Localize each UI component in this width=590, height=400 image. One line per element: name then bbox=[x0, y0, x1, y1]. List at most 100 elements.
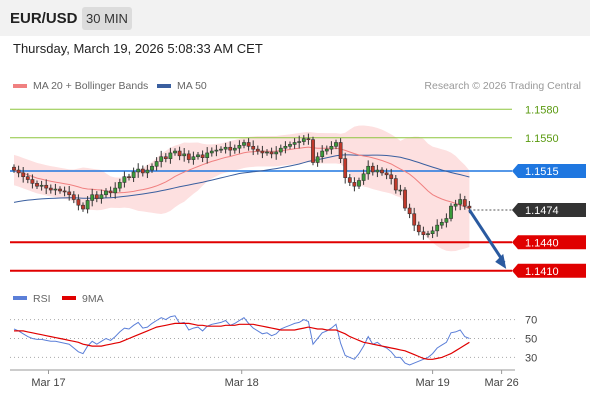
time-tick-label: Mar 26 bbox=[484, 377, 518, 389]
candle-body bbox=[30, 179, 35, 184]
rsi-line bbox=[13, 315, 470, 366]
candle-body bbox=[320, 150, 325, 158]
forecast-arrow bbox=[468, 209, 506, 264]
candle-body bbox=[237, 145, 242, 149]
candle-body bbox=[370, 165, 375, 173]
candle-body bbox=[315, 156, 320, 163]
candle-body bbox=[228, 146, 233, 151]
legend-ma20-label: MA 20 + Bollinger Bands bbox=[33, 80, 149, 92]
candle-body bbox=[81, 204, 85, 210]
candle-body bbox=[430, 230, 435, 235]
candle-body bbox=[297, 141, 302, 143]
forecast-arrow-head bbox=[495, 253, 507, 269]
candle-body bbox=[196, 154, 200, 158]
candle-body bbox=[435, 224, 440, 232]
candle-body bbox=[35, 183, 39, 187]
rsi-ma-line bbox=[14, 322, 470, 360]
candle-body bbox=[16, 169, 21, 174]
candle-body bbox=[163, 156, 168, 159]
candle-body bbox=[389, 174, 394, 179]
candle-body bbox=[255, 148, 260, 152]
rsi-tick-label: 70 bbox=[525, 315, 537, 327]
time-tick-label: Mar 18 bbox=[225, 377, 259, 389]
candle-body bbox=[62, 190, 67, 193]
candle-body bbox=[458, 199, 463, 205]
candle-body bbox=[453, 203, 458, 207]
toolbar: EUR/USD 30 MIN bbox=[0, 0, 590, 36]
candle-body bbox=[347, 177, 352, 183]
candle-body bbox=[288, 144, 292, 147]
candle-body bbox=[219, 148, 223, 151]
candle-body bbox=[71, 194, 76, 200]
ma20-line bbox=[13, 146, 470, 210]
candle-body bbox=[205, 152, 210, 158]
price-level-label: 1.1580 bbox=[525, 104, 559, 116]
candle-body bbox=[426, 233, 430, 235]
candle-body bbox=[462, 199, 467, 207]
candle-body bbox=[439, 222, 444, 226]
candle-body bbox=[104, 190, 108, 196]
candle-body bbox=[269, 151, 274, 155]
candle-body bbox=[214, 149, 219, 152]
time-tick-label: Mar 17 bbox=[31, 377, 65, 389]
candle-body bbox=[140, 168, 145, 174]
price-level-tag bbox=[512, 235, 586, 250]
candle-body bbox=[232, 147, 237, 151]
candle-body bbox=[150, 165, 154, 171]
candle-body bbox=[329, 146, 334, 150]
candle-body bbox=[412, 213, 417, 226]
candle-body bbox=[361, 173, 366, 181]
credit-text: Research © 2026 Trading Central bbox=[424, 80, 581, 92]
candle-body bbox=[311, 139, 315, 163]
candle-body bbox=[283, 146, 288, 149]
ma50-swatch bbox=[157, 84, 171, 88]
candle-body bbox=[177, 150, 182, 157]
candle-body bbox=[223, 146, 228, 150]
candle-body bbox=[209, 150, 214, 154]
candle-body bbox=[301, 138, 306, 142]
ma50-line bbox=[13, 154, 470, 203]
candle-body bbox=[421, 231, 426, 235]
timeframe-button[interactable]: 30 MIN bbox=[82, 7, 132, 30]
candle-body bbox=[449, 205, 453, 219]
candle-body bbox=[108, 190, 113, 194]
candle-body bbox=[416, 224, 421, 233]
current-price-label: 1.1474 bbox=[525, 205, 559, 217]
candle-body bbox=[159, 156, 164, 162]
rsi-tick-label: 30 bbox=[525, 352, 537, 364]
candle-body bbox=[242, 142, 246, 146]
candle-body bbox=[393, 178, 398, 191]
candle-body bbox=[113, 187, 118, 194]
candle-body bbox=[352, 182, 357, 187]
price-level-label: 1.1410 bbox=[525, 266, 559, 278]
price-level-label: 1.1515 bbox=[525, 166, 559, 178]
candle-body bbox=[99, 194, 104, 199]
candle-body bbox=[127, 176, 131, 178]
candle-body bbox=[265, 151, 269, 154]
candle-body bbox=[338, 142, 343, 159]
ma20-swatch bbox=[13, 84, 27, 88]
legend-rsi-label: RSI bbox=[33, 293, 51, 305]
bollinger-band bbox=[14, 125, 470, 252]
candle-body bbox=[380, 169, 384, 174]
price-level-tag bbox=[512, 263, 586, 278]
price-level-tag bbox=[512, 164, 586, 178]
rsi-ma-swatch bbox=[62, 296, 76, 300]
candle-body bbox=[131, 171, 136, 178]
candle-body bbox=[48, 187, 53, 191]
candle-body bbox=[154, 161, 159, 167]
candle-body bbox=[25, 176, 30, 180]
candle-body bbox=[444, 218, 449, 223]
candle-body bbox=[182, 153, 187, 157]
price-level-label: 1.1440 bbox=[525, 237, 559, 249]
candle-body bbox=[260, 150, 265, 154]
candle-body bbox=[191, 156, 196, 160]
candle-body bbox=[58, 188, 62, 192]
candle-body bbox=[306, 138, 311, 140]
legend-ma50: MA 50 bbox=[157, 80, 207, 92]
candle-body bbox=[246, 142, 251, 147]
candle-body bbox=[403, 189, 407, 209]
candle-body bbox=[357, 180, 361, 187]
candle-body bbox=[398, 189, 403, 192]
candle-body bbox=[21, 172, 26, 177]
